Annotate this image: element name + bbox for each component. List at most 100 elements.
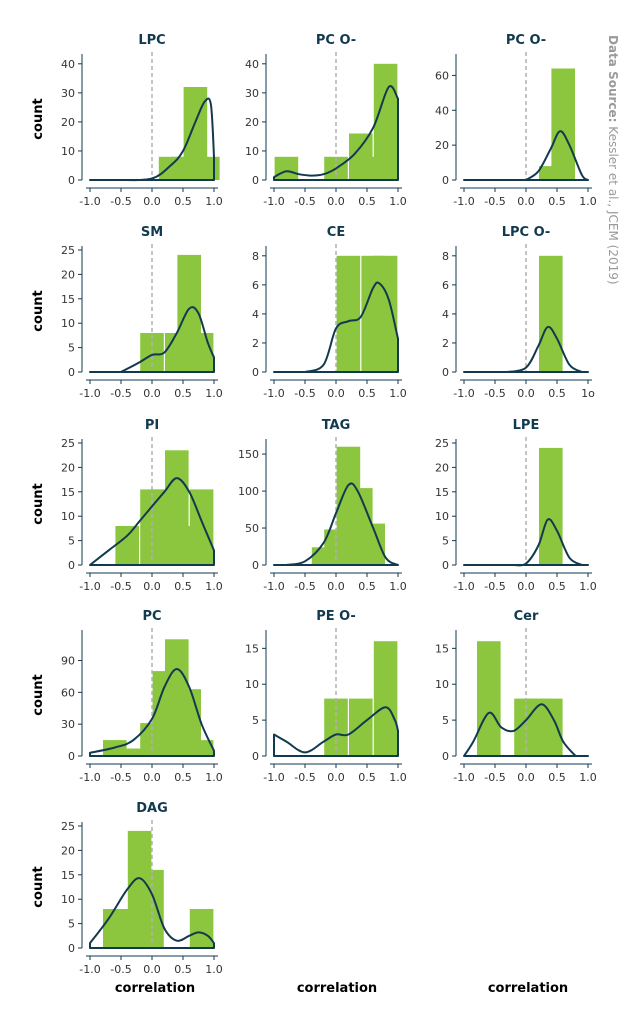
y-tick-label: 20 xyxy=(435,139,449,152)
y-tick-label: 30 xyxy=(245,87,259,100)
x-tick-label: -1.0 xyxy=(263,771,284,784)
histogram-bar xyxy=(373,255,398,372)
x-tick-label: 0.0 xyxy=(517,580,535,593)
y-tick-label: 0 xyxy=(442,174,449,187)
y-tick-label: 0 xyxy=(252,559,259,572)
histogram-bar xyxy=(274,156,299,180)
x-axis-label-col-3: correlation xyxy=(488,981,568,996)
data-source-label: Data Source: xyxy=(606,35,620,122)
density-curve xyxy=(273,281,399,373)
y-tick-label: 15 xyxy=(61,869,75,882)
data-source-note: Data Source: Kessler et al., JCEM (2019) xyxy=(606,35,620,285)
panel-title: PE O- xyxy=(316,609,356,624)
y-tick-label: 5 xyxy=(442,714,449,727)
x-tick-label: 0.5 xyxy=(358,195,376,208)
y-tick-label: 100 xyxy=(238,485,259,498)
panel-title: TAG xyxy=(322,418,351,433)
panel-6: 0 2 4 6 8 -1.0 -0.5 0.0 0.5 1o LPC O- xyxy=(442,225,595,400)
y-tick-label: 0 xyxy=(68,559,75,572)
histogram-bar xyxy=(539,447,563,565)
histogram-bar xyxy=(196,156,220,180)
y-tick-label: 90 xyxy=(61,655,75,668)
density-curve xyxy=(273,482,399,566)
x-tick-label: 1.0 xyxy=(205,580,223,593)
y-tick-label: 2 xyxy=(252,337,259,350)
panel-title: PC O- xyxy=(506,33,546,48)
panel-title: LPC xyxy=(138,33,165,48)
density-curve xyxy=(273,706,399,757)
density-curve xyxy=(89,668,215,757)
x-tick-label: -1.0 xyxy=(79,580,100,593)
x-tick-label: 1.0 xyxy=(389,580,407,593)
panel-3: 0 20 40 60 -1.0 -0.5 0.0 0.5 1.0 PC O- xyxy=(435,33,597,208)
panel-10: 0 30 60 90 -1.0 -0.5 0.0 0.5 1.0 PC count xyxy=(31,609,223,784)
y-tick-label: 0 xyxy=(68,750,75,763)
panel-11: 0 5 10 15 -1.0 -0.5 0.0 0.5 1.0 PE O- xyxy=(245,609,407,784)
panel-title: LPE xyxy=(513,418,540,433)
x-tick-label: 0.5 xyxy=(174,195,192,208)
y-axis-label: count xyxy=(31,483,46,524)
panel-title: PI xyxy=(145,418,159,433)
y-tick-label: 0 xyxy=(442,750,449,763)
x-axis-label-col-2: correlation xyxy=(297,981,377,996)
y-tick-label: 25 xyxy=(61,437,75,450)
x-tick-label: -1.0 xyxy=(453,387,474,400)
x-tick-label: -1.0 xyxy=(453,195,474,208)
density-curve xyxy=(273,85,399,181)
y-tick-label: 10 xyxy=(61,893,75,906)
y-tick-label: 40 xyxy=(245,58,259,71)
x-tick-label: -0.5 xyxy=(110,771,131,784)
x-tick-label: 0.0 xyxy=(517,771,535,784)
y-tick-label: 10 xyxy=(61,317,75,330)
y-tick-label: 150 xyxy=(238,448,259,461)
x-tick-label: -0.5 xyxy=(110,580,131,593)
y-tick-label: 10 xyxy=(245,678,259,691)
y-tick-label: 60 xyxy=(61,686,75,699)
y-tick-label: 0 xyxy=(252,750,259,763)
histogram-bar xyxy=(140,869,164,948)
y-tick-label: 20 xyxy=(61,116,75,129)
panel-13: 0 5 10 15 20 25 -1.0 -0.5 0.0 0.5 1.0 DAG count xyxy=(31,801,223,976)
panel-1: 0 10 20 30 40 -1.0 -0.5 0.0 0.5 1.0 LPC count xyxy=(31,33,223,208)
histogram-bar xyxy=(373,641,398,756)
x-tick-label: 0.5 xyxy=(174,963,192,976)
y-tick-label: 20 xyxy=(61,844,75,857)
y-tick-label: 5 xyxy=(68,918,75,931)
x-tick-label: -1.0 xyxy=(453,580,474,593)
x-tick-label: -1.0 xyxy=(263,195,284,208)
y-tick-label: 25 xyxy=(435,437,449,450)
x-tick-label: 0.5 xyxy=(548,195,566,208)
density-curve xyxy=(463,130,589,181)
x-tick-label: -0.5 xyxy=(294,387,315,400)
x-tick-label: -0.5 xyxy=(294,195,315,208)
x-tick-label: 0.5 xyxy=(174,580,192,593)
x-tick-label: -1.0 xyxy=(263,580,284,593)
x-tick-label: 1.0 xyxy=(579,580,597,593)
panel-title: SM xyxy=(141,225,163,240)
x-tick-label: 0.0 xyxy=(327,387,345,400)
y-axis-label: count xyxy=(31,98,46,139)
histogram-bar xyxy=(373,63,398,180)
y-tick-label: 2 xyxy=(442,337,449,350)
y-tick-label: 5 xyxy=(252,714,259,727)
x-tick-label: 1.0 xyxy=(205,963,223,976)
y-tick-label: 6 xyxy=(442,279,449,292)
density-curve xyxy=(89,877,215,949)
x-tick-label: 1o xyxy=(581,387,595,400)
x-tick-label: -0.5 xyxy=(294,771,315,784)
x-tick-label: 0.5 xyxy=(548,580,566,593)
y-tick-label: 6 xyxy=(252,279,259,292)
histogram-bar xyxy=(477,641,501,756)
y-tick-label: 10 xyxy=(245,145,259,158)
x-tick-label: 1.0 xyxy=(389,387,407,400)
histogram-bar xyxy=(115,526,139,565)
histogram-bar xyxy=(189,333,214,372)
x-tick-label: -0.5 xyxy=(110,963,131,976)
x-tick-label: -1.0 xyxy=(79,387,100,400)
x-tick-label: -0.5 xyxy=(110,387,131,400)
y-tick-label: 5 xyxy=(68,342,75,355)
y-axis-label: count xyxy=(31,674,46,715)
y-tick-label: 0 xyxy=(252,366,259,379)
y-tick-label: 10 xyxy=(435,678,449,691)
y-tick-label: 8 xyxy=(442,250,449,263)
